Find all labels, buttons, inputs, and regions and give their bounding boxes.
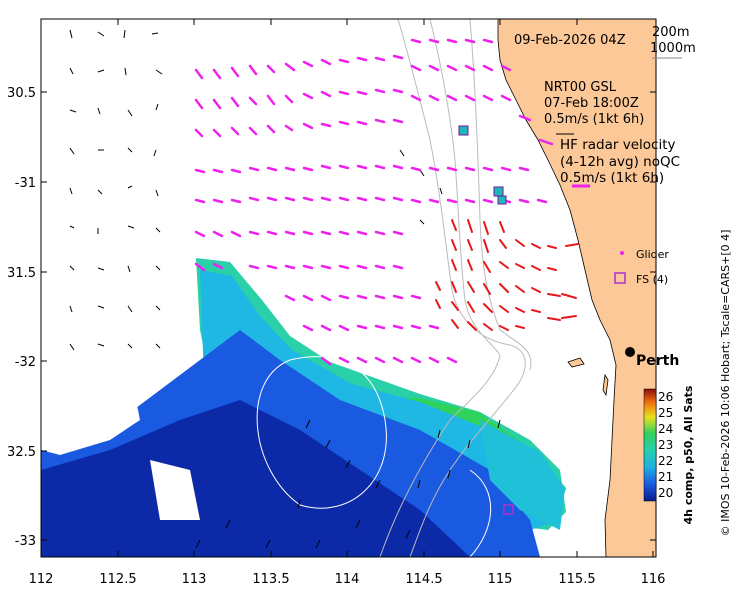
sst-coast-cyan [480,420,565,530]
sst-deep-blue-band [41,400,470,557]
sst-colorbar [643,388,657,502]
timestamp-label: 09-Feb-2026 04Z [514,33,626,48]
x-tick-label: 113 [182,572,207,587]
fs-marker[interactable] [458,125,469,136]
colorbar-tick: 23 [658,438,673,452]
fs-marker[interactable] [493,186,504,197]
x-tick-label: 113.5 [252,572,289,587]
isobath-legend-1000m: 1000m [650,41,696,56]
gsl-legend-time: 07-Feb 18:00Z [544,96,639,111]
isobath-inner [469,19,532,371]
cloud-gap [41,370,140,455]
x-tick-label: 112.5 [99,572,136,587]
colorbar-tick: 20 [658,486,673,500]
perth-marker[interactable] [625,347,635,357]
colorbar-tick: 24 [658,422,673,436]
glider-legend-label: Glider [636,248,669,261]
isobath-1000m [379,19,501,557]
fs-legend-label: FS (4) [636,273,668,286]
fs-marker[interactable] [503,504,514,515]
colorbar-tick: 26 [658,390,673,404]
cloud-gap [150,460,200,520]
land-mass [497,19,656,557]
colorbar-title: 4h comp, p50, All Sats [682,385,695,524]
y-tick-label: -33 [15,534,36,549]
x-tick-label: 115 [488,572,513,587]
gsl-legend-title: NRT00 GSL [544,80,617,95]
x-tick-label: 116 [641,572,666,587]
radar-legend-avg: (4-12h avg) noQC [560,154,680,170]
isobath-200m [397,19,526,557]
x-tick-label: 114.5 [405,572,442,587]
colorbar-tick: 22 [658,454,673,468]
y-tick-label: -31 [15,176,36,191]
x-tick-label: 115.5 [558,572,595,587]
plot-frame [40,18,657,558]
colorbar-tick: 25 [658,406,673,420]
y-tick-label: 30.5 [7,86,36,101]
x-tick-label: 112 [29,572,54,587]
y-tick-label: 31.5 [7,266,36,281]
hf-radar-arrows [435,219,579,331]
gsl-current-arrows [194,38,554,366]
garden-island [602,373,609,397]
fs-markers[interactable] [458,125,514,515]
fs-legend-icon [614,272,626,284]
model-current-arrows [69,29,501,549]
y-tick-label: -32 [15,355,36,370]
gsl-legend-scale: 0.5m/s (1kt 6h) [544,112,644,127]
y-tick-label: 32.5 [7,445,36,460]
x-tick-label: 114 [335,572,360,587]
isobath-legend-200m: 200m [652,25,689,40]
colorbar-tick: 21 [658,470,673,484]
rottnest-island [567,357,585,368]
fs-marker[interactable] [497,195,507,205]
radar-legend-scale: 0.5m/s (1kt 6h) [560,170,664,186]
perth-label: Perth [636,353,679,369]
eddy-contour [469,469,492,557]
map-plot-area [41,19,656,557]
credit-text: © IMOS 10-Feb-2026 10:06 Hobart; Tscale=… [719,230,732,537]
glider-legend-icon [620,251,624,255]
radar-legend-title: HF radar velocity [560,137,675,153]
eddy-contour [256,356,387,509]
